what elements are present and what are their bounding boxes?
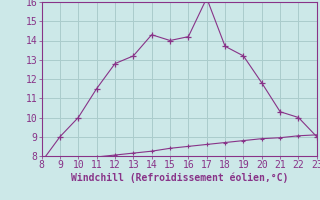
X-axis label: Windchill (Refroidissement éolien,°C): Windchill (Refroidissement éolien,°C)	[70, 173, 288, 183]
